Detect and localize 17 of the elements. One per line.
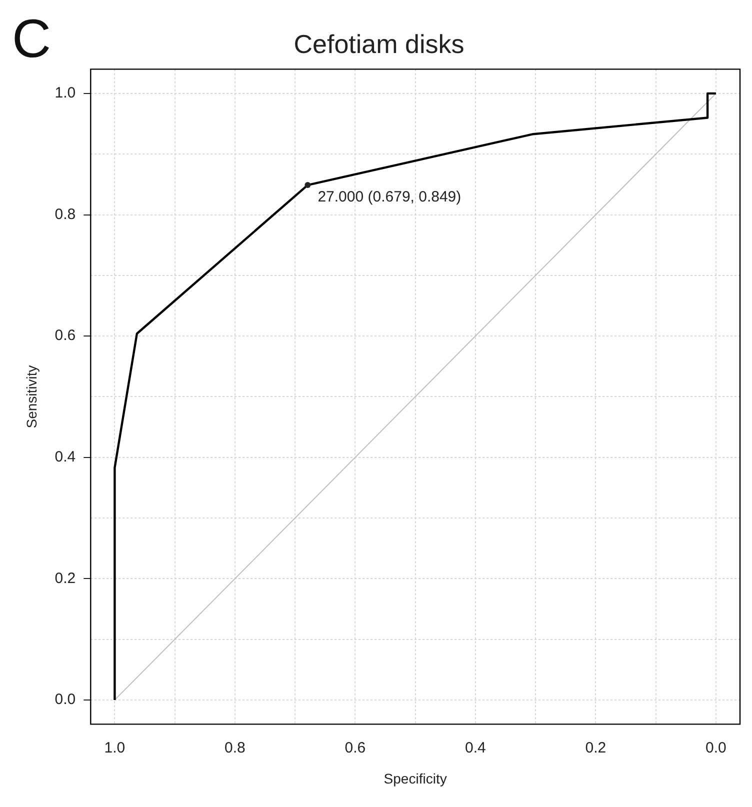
x-tick-label: 1.0 xyxy=(104,739,126,756)
y-tick-label: 0.2 xyxy=(54,570,76,587)
x-tick-label: 0.4 xyxy=(465,739,486,756)
annotation: 27.000 (0.679, 0.849) xyxy=(318,188,462,206)
x-tick-label: 0.0 xyxy=(706,739,726,756)
y-tick-label: 0.8 xyxy=(54,206,76,223)
y-axis-title: Sensitivity xyxy=(23,365,40,428)
text: C xyxy=(12,9,51,69)
x-tick-label: 0.6 xyxy=(344,739,366,756)
x-tick-label: 0.2 xyxy=(585,739,606,756)
y-tick-label: 0.4 xyxy=(54,448,76,466)
chart-title: Cefotiam disks xyxy=(294,28,464,59)
y-tick-label: 0.6 xyxy=(54,327,76,344)
x-tick-label: 0.8 xyxy=(224,739,246,756)
y-tick-label: 1.0 xyxy=(54,84,76,102)
x-axis-title: Specificity xyxy=(384,770,447,786)
y-tick-label: 0.0 xyxy=(54,691,76,708)
